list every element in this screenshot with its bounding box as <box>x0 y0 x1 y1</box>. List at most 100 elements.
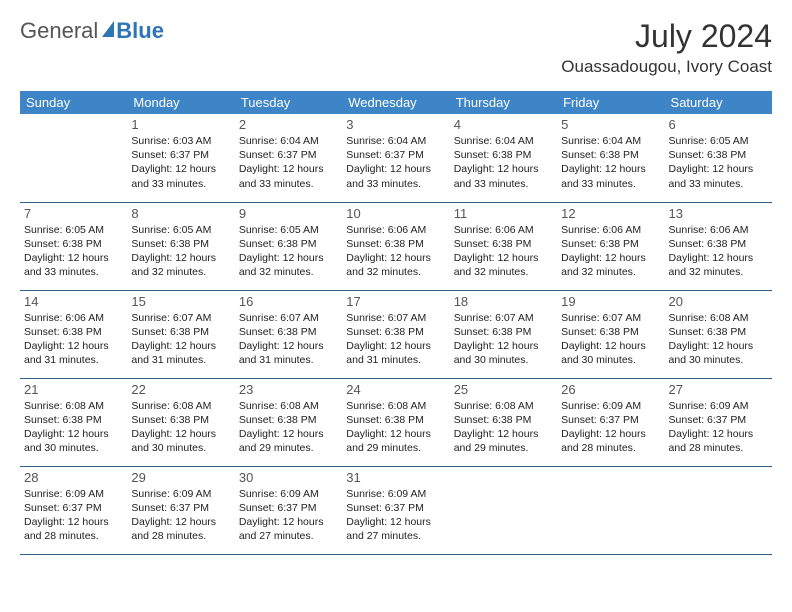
calendar-day-cell: 18 Sunrise: 6:07 AMSunset: 6:38 PMDayligh… <box>450 290 557 378</box>
day-number: 28 <box>24 470 123 485</box>
brand-logo: General Blue <box>20 18 164 44</box>
day-number: 9 <box>239 206 338 221</box>
day-detail-text: Sunrise: 6:06 AMSunset: 6:38 PMDaylight:… <box>346 223 445 280</box>
logo-triangle-icon <box>102 21 114 37</box>
calendar-day-cell: 21 Sunrise: 6:08 AMSunset: 6:38 PMDayligh… <box>20 378 127 466</box>
day-detail-text: Sunrise: 6:09 AMSunset: 6:37 PMDaylight:… <box>131 487 230 544</box>
calendar-day-cell: 19Sunrise: 6:07 AMSunset: 6:38 PMDayligh… <box>557 290 664 378</box>
page-header: General Blue July 2024 Ouassadougou, Ivo… <box>20 18 772 77</box>
day-detail-text: Sunrise: 6:05 AMSunset: 6:38 PMDaylight:… <box>131 223 230 280</box>
weekday-header: Friday <box>557 91 664 114</box>
weekday-header: Tuesday <box>235 91 342 114</box>
weekday-header: Saturday <box>665 91 772 114</box>
day-number: 14 <box>24 294 123 309</box>
calendar-day-cell: 7Sunrise: 6:05 AMSunset: 6:38 PMDaylight… <box>20 202 127 290</box>
calendar-day-cell: 9 Sunrise: 6:05 AMSunset: 6:38 PMDaylight… <box>235 202 342 290</box>
calendar-day-cell: 8 Sunrise: 6:05 AMSunset: 6:38 PMDaylight… <box>127 202 234 290</box>
weekday-header: Sunday <box>20 91 127 114</box>
weekday-header: Thursday <box>450 91 557 114</box>
calendar-header-row: SundayMondayTuesdayWednesdayThursdayFrid… <box>20 91 772 114</box>
day-detail-text: Sunrise: 6:05 AMSunset: 6:38 PMDaylight:… <box>24 223 123 280</box>
day-detail-text: Sunrise: 6:07 AMSunset: 6:38 PMDaylight:… <box>346 311 445 368</box>
day-detail-text: Sunrise: 6:05 AMSunset: 6:38 PMDaylight:… <box>239 223 338 280</box>
day-number: 19 <box>561 294 660 309</box>
day-detail-text: Sunrise: 6:04 AMSunset: 6:37 PMDaylight:… <box>239 134 338 191</box>
day-detail-text: Sunrise: 6:08 AMSunset: 6:38 PMDaylight:… <box>239 399 338 456</box>
calendar-day-cell: 28 Sunrise: 6:09 AMSunset: 6:37 PMDayligh… <box>20 466 127 554</box>
calendar-day-cell: 12 Sunrise: 6:06 AMSunset: 6:38 PMDayligh… <box>557 202 664 290</box>
calendar-day-cell: 5Sunrise: 6:04 AMSunset: 6:38 PMDaylight… <box>557 114 664 202</box>
day-number: 26 <box>561 382 660 397</box>
calendar-day-cell: 22Sunrise: 6:08 AMSunset: 6:38 PMDayligh… <box>127 378 234 466</box>
day-number: 22 <box>131 382 230 397</box>
calendar-day-cell: 17 Sunrise: 6:07 AMSunset: 6:38 PMDayligh… <box>342 290 449 378</box>
day-number: 3 <box>346 117 445 132</box>
logo-text-blue: Blue <box>116 18 164 44</box>
day-detail-text: Sunrise: 6:07 AMSunset: 6:38 PMDaylight:… <box>454 311 553 368</box>
day-detail-text: Sunrise: 6:09 AMSunset: 6:37 PMDaylight:… <box>346 487 445 544</box>
logo-text-general: General <box>20 18 98 44</box>
day-number: 11 <box>454 206 553 221</box>
day-detail-text: Sunrise: 6:09 AMSunset: 6:37 PMDaylight:… <box>561 399 660 456</box>
calendar-day-cell: 29 Sunrise: 6:09 AMSunset: 6:37 PMDayligh… <box>127 466 234 554</box>
calendar-day-cell: 13 Sunrise: 6:06 AMSunset: 6:38 PMDayligh… <box>665 202 772 290</box>
calendar-week-row: 7Sunrise: 6:05 AMSunset: 6:38 PMDaylight… <box>20 202 772 290</box>
day-detail-text: Sunrise: 6:04 AMSunset: 6:38 PMDaylight:… <box>561 134 660 191</box>
calendar-day-cell: 4Sunrise: 6:04 AMSunset: 6:38 PMDaylight… <box>450 114 557 202</box>
calendar-day-cell: 23Sunrise: 6:08 AMSunset: 6:38 PMDayligh… <box>235 378 342 466</box>
day-number: 2 <box>239 117 338 132</box>
day-number: 21 <box>24 382 123 397</box>
calendar-day-cell: 15Sunrise: 6:07 AMSunset: 6:38 PMDayligh… <box>127 290 234 378</box>
day-detail-text: Sunrise: 6:06 AMSunset: 6:38 PMDaylight:… <box>454 223 553 280</box>
day-number: 20 <box>669 294 768 309</box>
day-number: 25 <box>454 382 553 397</box>
day-number: 17 <box>346 294 445 309</box>
day-detail-text: Sunrise: 6:09 AMSunset: 6:37 PMDaylight:… <box>239 487 338 544</box>
calendar-day-cell: 20 Sunrise: 6:08 AMSunset: 6:38 PMDayligh… <box>665 290 772 378</box>
calendar-day-cell: 26 Sunrise: 6:09 AMSunset: 6:37 PMDayligh… <box>557 378 664 466</box>
day-number: 10 <box>346 206 445 221</box>
calendar-day-cell <box>450 466 557 554</box>
day-number: 31 <box>346 470 445 485</box>
day-number: 30 <box>239 470 338 485</box>
month-title: July 2024 <box>561 18 772 55</box>
day-detail-text: Sunrise: 6:06 AMSunset: 6:38 PMDaylight:… <box>669 223 768 280</box>
day-number: 13 <box>669 206 768 221</box>
weekday-header: Wednesday <box>342 91 449 114</box>
day-detail-text: Sunrise: 6:05 AMSunset: 6:38 PMDaylight:… <box>669 134 768 191</box>
day-detail-text: Sunrise: 6:04 AMSunset: 6:38 PMDaylight:… <box>454 134 553 191</box>
day-detail-text: Sunrise: 6:09 AMSunset: 6:37 PMDaylight:… <box>24 487 123 544</box>
calendar-day-cell: 25 Sunrise: 6:08 AMSunset: 6:38 PMDayligh… <box>450 378 557 466</box>
weekday-header: Monday <box>127 91 234 114</box>
calendar-day-cell: 6 Sunrise: 6:05 AMSunset: 6:38 PMDaylight… <box>665 114 772 202</box>
day-detail-text: Sunrise: 6:06 AMSunset: 6:38 PMDaylight:… <box>561 223 660 280</box>
day-number: 12 <box>561 206 660 221</box>
calendar-day-cell: 27Sunrise: 6:09 AMSunset: 6:37 PMDayligh… <box>665 378 772 466</box>
calendar-week-row: 1Sunrise: 6:03 AMSunset: 6:37 PMDaylight… <box>20 114 772 202</box>
calendar-week-row: 21 Sunrise: 6:08 AMSunset: 6:38 PMDayligh… <box>20 378 772 466</box>
calendar-week-row: 14Sunrise: 6:06 AMSunset: 6:38 PMDayligh… <box>20 290 772 378</box>
day-detail-text: Sunrise: 6:08 AMSunset: 6:38 PMDaylight:… <box>24 399 123 456</box>
day-detail-text: Sunrise: 6:08 AMSunset: 6:38 PMDaylight:… <box>346 399 445 456</box>
day-detail-text: Sunrise: 6:08 AMSunset: 6:38 PMDaylight:… <box>454 399 553 456</box>
day-number: 18 <box>454 294 553 309</box>
day-number: 24 <box>346 382 445 397</box>
day-number: 8 <box>131 206 230 221</box>
location-name: Ouassadougou, Ivory Coast <box>561 57 772 77</box>
day-number: 29 <box>131 470 230 485</box>
calendar-day-cell: 31 Sunrise: 6:09 AMSunset: 6:37 PMDayligh… <box>342 466 449 554</box>
day-detail-text: Sunrise: 6:04 AMSunset: 6:37 PMDaylight:… <box>346 134 445 191</box>
calendar-day-cell <box>557 466 664 554</box>
calendar-day-cell: 2 Sunrise: 6:04 AMSunset: 6:37 PMDaylight… <box>235 114 342 202</box>
day-detail-text: Sunrise: 6:07 AMSunset: 6:38 PMDaylight:… <box>239 311 338 368</box>
calendar-day-cell: 3 Sunrise: 6:04 AMSunset: 6:37 PMDaylight… <box>342 114 449 202</box>
day-number: 6 <box>669 117 768 132</box>
calendar-day-cell <box>665 466 772 554</box>
calendar-day-cell: 10 Sunrise: 6:06 AMSunset: 6:38 PMDayligh… <box>342 202 449 290</box>
day-number: 16 <box>239 294 338 309</box>
title-block: July 2024 Ouassadougou, Ivory Coast <box>561 18 772 77</box>
day-detail-text: Sunrise: 6:09 AMSunset: 6:37 PMDaylight:… <box>669 399 768 456</box>
day-number: 15 <box>131 294 230 309</box>
day-detail-text: Sunrise: 6:08 AMSunset: 6:38 PMDaylight:… <box>669 311 768 368</box>
calendar-day-cell: 30 Sunrise: 6:09 AMSunset: 6:37 PMDayligh… <box>235 466 342 554</box>
